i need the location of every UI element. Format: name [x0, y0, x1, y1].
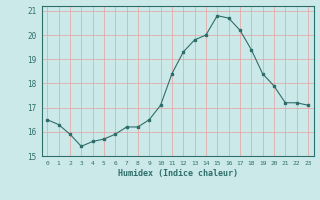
X-axis label: Humidex (Indice chaleur): Humidex (Indice chaleur) — [118, 169, 237, 178]
